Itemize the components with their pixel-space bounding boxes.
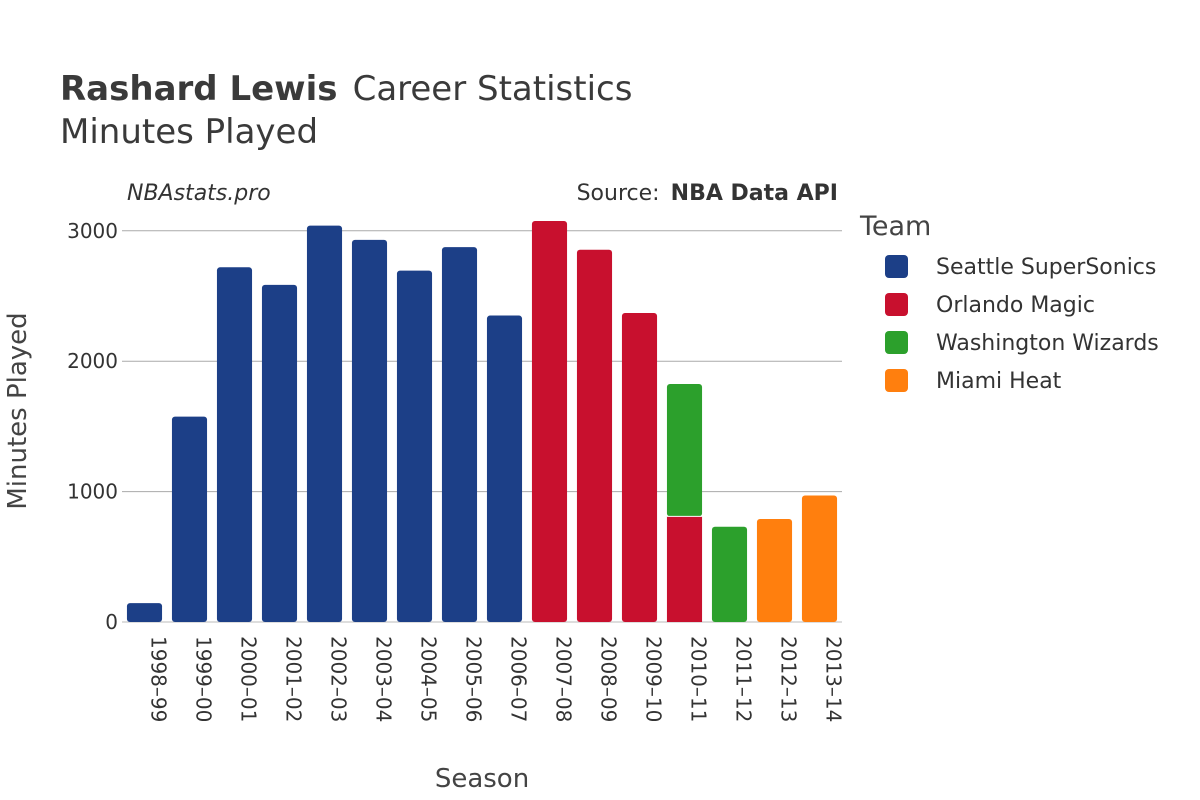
- legend: Team Seattle SuperSonics Orlando Magic Was…: [859, 211, 1159, 394]
- bar-2013–14-miami-heat: [801, 495, 838, 622]
- bar-2006–07-seattle-supersonics: [486, 315, 523, 622]
- x-tick-label: 1999–00: [192, 636, 216, 722]
- bar-2003–04-seattle-supersonics: [351, 239, 388, 623]
- y-axis-ticks: 0 1000 2000 3000: [67, 219, 118, 634]
- x-tick-label: 2007–08: [552, 636, 576, 722]
- legend-item-label: Miami Heat: [936, 369, 1062, 394]
- legend-item-label: Seattle SuperSonics: [936, 255, 1156, 280]
- legend-swatch: [885, 331, 908, 354]
- chart-title: Rashard Lewis Career Statistics: [60, 69, 632, 109]
- x-tick-label: 2012–13: [777, 636, 801, 722]
- bar-2009–10-orlando-magic: [621, 312, 658, 622]
- legend-swatch: [885, 293, 908, 316]
- legend-item-label: Washington Wizards: [936, 331, 1159, 356]
- y-tick-label: 2000: [67, 349, 118, 373]
- x-axis-ticks: 1998–99 1999–00 2000–01 2001–02 2002–03 2003–…: [147, 636, 846, 722]
- bar-2010–11-washington-wizards: [666, 384, 703, 517]
- watermark-text: NBAstats.pro: [127, 181, 271, 206]
- source-value: NBA Data API: [671, 181, 838, 206]
- source-label: Source:: [577, 181, 660, 206]
- y-axis-title: Minutes Played: [3, 312, 33, 509]
- x-tick-label: 2006–07: [507, 636, 531, 722]
- y-tick-label: 3000: [67, 219, 118, 243]
- bar-2010–11-orlando-magic: [666, 516, 703, 622]
- x-tick-label: 2001–02: [282, 636, 306, 722]
- x-tick-label: 2010–11: [687, 636, 711, 722]
- legend-swatch: [885, 255, 908, 278]
- x-tick-label: 2005–06: [462, 636, 486, 722]
- source-credit: Source: NBA Data API: [577, 181, 838, 206]
- bar-1998–99-seattle-supersonics: [126, 603, 163, 622]
- bar-2007–08-orlando-magic: [531, 221, 568, 622]
- chart-title-player: Rashard Lewis: [60, 69, 337, 109]
- bar-2012–13-miami-heat: [756, 518, 793, 622]
- x-tick-label: 2009–10: [642, 636, 666, 722]
- bar-2011–12-washington-wizards: [711, 526, 748, 622]
- x-tick-label: 2011–12: [732, 636, 756, 722]
- bar-2000–01-seattle-supersonics: [216, 267, 253, 622]
- bar-2005–06-seattle-supersonics: [441, 247, 478, 622]
- bar-2001–02-seattle-supersonics: [261, 284, 298, 622]
- x-tick-label: 2003–04: [372, 636, 396, 722]
- x-tick-label: 1998–99: [147, 636, 171, 722]
- bars: [126, 221, 838, 623]
- chart-subtitle: Minutes Played: [60, 112, 318, 152]
- y-tick-label: 1000: [67, 480, 118, 504]
- x-tick-label: 2000–01: [237, 636, 261, 722]
- legend-title: Team: [859, 211, 931, 242]
- x-tick-label: 2002–03: [327, 636, 351, 722]
- legend-swatch: [885, 369, 908, 392]
- x-tick-label: 2013–14: [822, 636, 846, 722]
- y-tick-label: 0: [105, 610, 118, 634]
- legend-item-label: Orlando Magic: [936, 293, 1095, 318]
- bar-2002–03-seattle-supersonics: [306, 225, 343, 623]
- x-axis-title: Season: [435, 764, 529, 794]
- bar-2008–09-orlando-magic: [576, 249, 613, 622]
- x-tick-label: 2008–09: [597, 636, 621, 722]
- chart-title-rest: Career Statistics: [353, 69, 633, 109]
- x-tick-label: 2004–05: [417, 636, 441, 722]
- bar-2004–05-seattle-supersonics: [396, 270, 433, 622]
- bar-1999–00-seattle-supersonics: [171, 416, 208, 622]
